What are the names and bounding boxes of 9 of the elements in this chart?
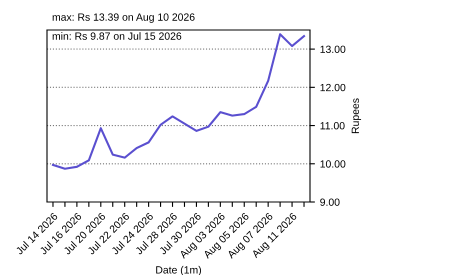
text: max: Rs 13.39 on Aug 10 2026 bbox=[52, 13, 195, 23]
y-tick-label: 13.00 bbox=[320, 46, 346, 53]
y-tick-label: 11.00 bbox=[320, 122, 345, 130]
y-tick-label: 12.00 bbox=[320, 84, 346, 92]
annotation: min: Rs 9.87 on Jul 15 2026 bbox=[52, 32, 182, 40]
y-axis-title: Rupees bbox=[352, 98, 362, 134]
y-tick-label: 9.00 bbox=[320, 198, 340, 206]
y-tick-label: 10.00 bbox=[320, 160, 346, 168]
line-series bbox=[52, 33, 306, 170]
